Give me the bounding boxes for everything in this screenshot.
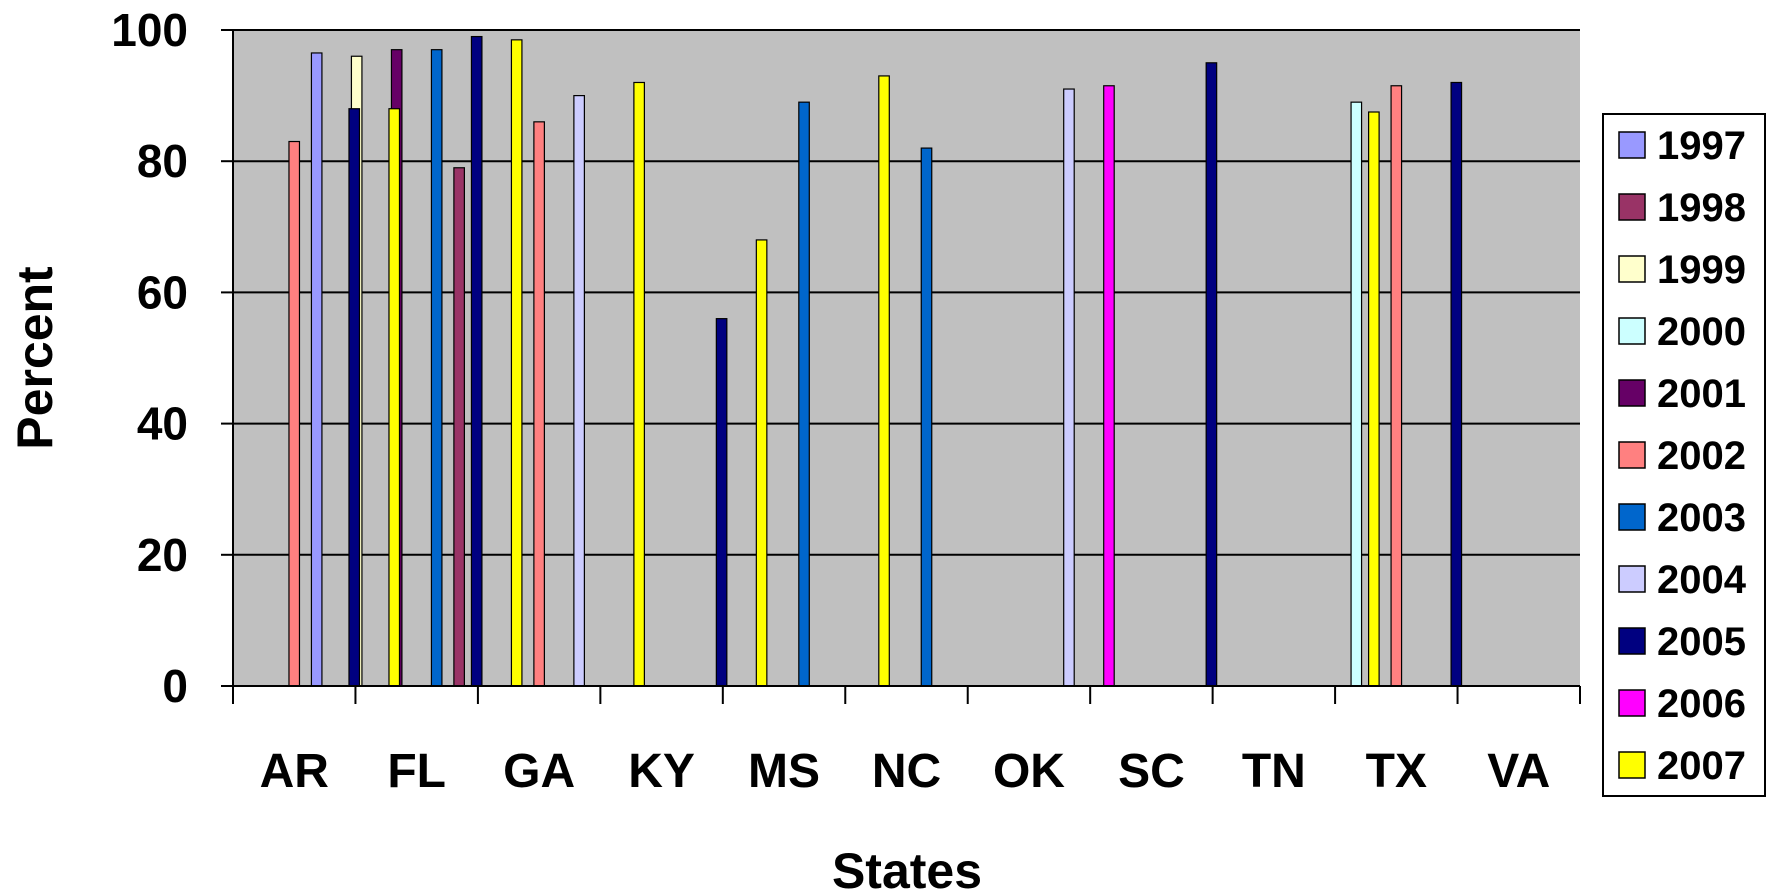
legend-swatch-2007	[1618, 751, 1646, 779]
legend-label-2006: 2006	[1657, 682, 1746, 726]
x-tick-label-fl: FL	[387, 745, 446, 798]
legend-label-1998: 1998	[1657, 186, 1746, 230]
legend-swatch-1999	[1618, 255, 1646, 283]
bar-ar-2007	[388, 108, 401, 687]
bar-tn-2007	[1368, 111, 1380, 687]
legend-swatch-2006	[1618, 689, 1646, 717]
y-axis-title: Percent	[7, 266, 63, 450]
bar-tx-2002	[1390, 85, 1403, 687]
legend-swatch-1997	[1618, 131, 1646, 159]
legend-label-1999: 1999	[1657, 248, 1746, 292]
bar-tx-2000	[1350, 101, 1363, 687]
legend-label-1997: 1997	[1657, 124, 1746, 168]
bar-ky-2007	[755, 239, 768, 687]
legend: 1997 1998 1999 2000 2001 2002 2003 2004 2005 2006…	[1602, 113, 1766, 797]
legend-label-2005: 2005	[1657, 620, 1746, 664]
legend-label-2001: 2001	[1657, 372, 1746, 416]
x-tick-label-ky: KY	[628, 745, 695, 798]
x-tick-label-va: VA	[1487, 745, 1550, 798]
bar-ms-2003	[798, 101, 810, 687]
y-tick-label: 0	[162, 660, 188, 712]
legend-swatch-2005	[1618, 627, 1646, 655]
y-tick-label: 40	[137, 398, 188, 450]
legend-label-2002: 2002	[1657, 434, 1746, 478]
legend-swatch-1998	[1618, 193, 1646, 221]
bar-nc-2003	[920, 147, 933, 687]
legend-label-2003: 2003	[1657, 496, 1746, 540]
bar-ar-2005	[348, 108, 361, 687]
bar-ms-2007	[878, 75, 890, 687]
x-tick-label-nc: NC	[872, 745, 941, 798]
legend-swatch-2004	[1618, 565, 1646, 593]
bar-fl-2003	[430, 49, 443, 687]
legend-label-2007: 2007	[1657, 744, 1746, 788]
bar-ok-2004	[1063, 88, 1075, 687]
bar-fl-2007	[510, 39, 523, 687]
bar-ky-2005	[715, 318, 728, 687]
x-tick-label-ga: GA	[503, 745, 575, 798]
y-tick-label: 20	[137, 529, 188, 581]
legend-swatch-2001	[1618, 379, 1646, 407]
x-tick-label-ms: MS	[748, 745, 820, 798]
bar-fl-1997	[310, 52, 323, 687]
x-tick-labels: AR FL GA KY MS NC OK SC TN TX VA	[260, 745, 1551, 798]
bar-ar-2002	[288, 140, 301, 687]
bar-sc-2005	[1205, 62, 1218, 687]
bar-ga-2004	[573, 94, 585, 687]
y-tick-label: 100	[111, 4, 188, 56]
x-tick-label-ok: OK	[993, 745, 1065, 798]
bar-ok-2006	[1103, 85, 1115, 687]
legend-swatch-2000	[1618, 317, 1646, 345]
bar-ga-2007	[633, 81, 645, 687]
bar-ga-1998	[453, 167, 465, 687]
y-tick-labels: 0 20 40 60 80 100	[111, 4, 188, 712]
legend-label-2004: 2004	[1657, 558, 1747, 602]
bar-tx-2005	[1450, 81, 1463, 687]
x-tick-label-tx: TX	[1366, 745, 1427, 798]
legend-label-2000: 2000	[1657, 310, 1746, 354]
bar-ga-2002	[533, 121, 545, 687]
x-tick-label-ar: AR	[260, 745, 329, 798]
legend-swatch-2002	[1618, 441, 1646, 469]
legend-swatch-2003	[1618, 503, 1646, 531]
x-tick-label-sc: SC	[1118, 745, 1185, 798]
x-tick-label-tn: TN	[1242, 745, 1306, 798]
axes	[221, 29, 1581, 704]
y-tick-label: 80	[137, 135, 188, 187]
x-axis-title: States	[832, 843, 982, 895]
bar-fl-2005	[470, 35, 483, 687]
y-tick-label: 60	[137, 266, 188, 318]
